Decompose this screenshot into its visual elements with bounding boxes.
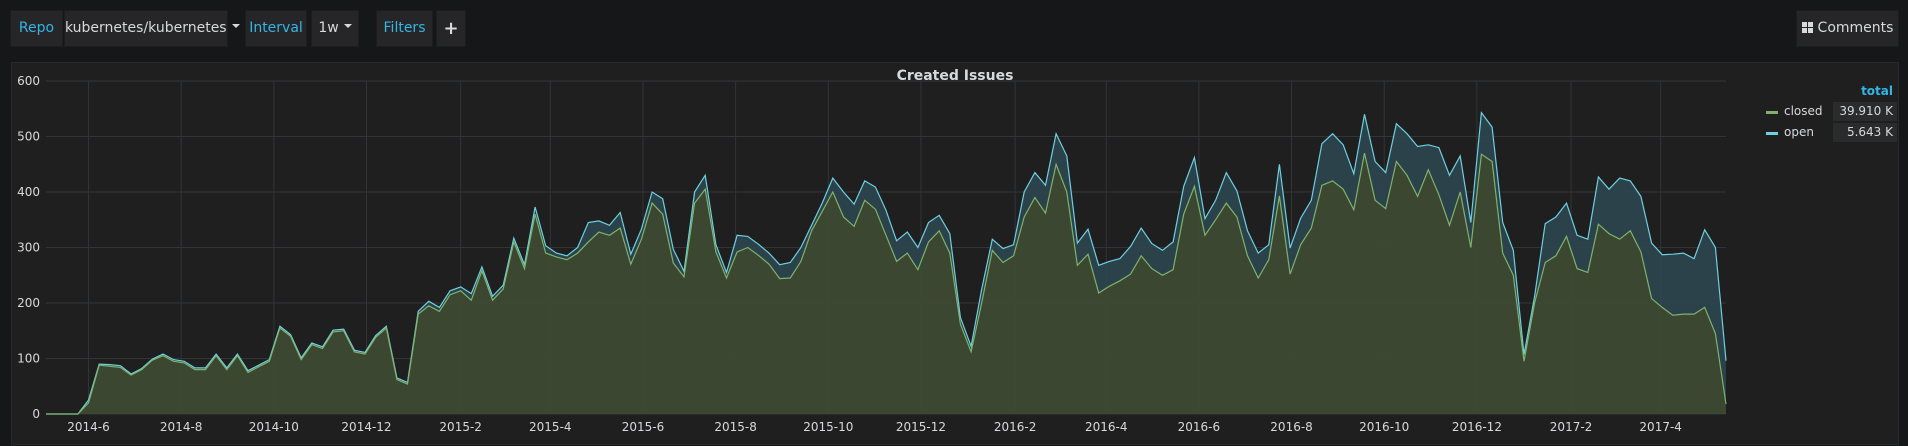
panel-title: Created Issues [896, 68, 1014, 84]
legend-total: 5.643 K [1833, 123, 1897, 142]
y-tick-label: 500 [17, 130, 40, 144]
comments-button[interactable]: Comments [1796, 10, 1899, 47]
y-tick-label: 400 [17, 185, 40, 199]
x-tick-label: 2015-12 [896, 420, 946, 434]
legend-name: open [1784, 125, 1814, 139]
legend-total: 39.910 K [1833, 102, 1897, 121]
caret-down-icon [231, 24, 240, 28]
filters-button[interactable]: Filters [376, 10, 433, 47]
legend-item-closed[interactable]: closed 39.910 K [1752, 101, 1897, 122]
x-tick-label: 2015-10 [803, 420, 853, 434]
x-tick-label: 2016-4 [1085, 420, 1128, 434]
dashboard-icon [1801, 21, 1813, 33]
y-tick-label: 300 [17, 241, 40, 255]
x-tick-label: 2016-8 [1270, 420, 1313, 434]
x-tick-label: 2015-6 [622, 420, 665, 434]
legend-name: closed [1784, 104, 1823, 118]
interval-select[interactable]: 1w [311, 10, 359, 47]
legend-item-open[interactable]: open 5.643 K [1752, 122, 1897, 143]
legend-header[interactable]: total [1861, 84, 1893, 98]
caret-down-icon [343, 24, 352, 28]
repo-value: kubernetes/kubernetes [65, 20, 227, 36]
x-tick-label: 2016-6 [1178, 420, 1221, 434]
x-tick-label: 2016-12 [1452, 420, 1502, 434]
x-tick-label: 2015-8 [714, 420, 757, 434]
x-tick-label: 2015-4 [529, 420, 572, 434]
interval-label: Interval [245, 10, 307, 47]
x-tick-label: 2017-2 [1550, 420, 1593, 434]
x-tick-label: 2014-10 [249, 420, 299, 434]
x-tick-label: 2015-2 [439, 420, 482, 434]
legend-swatch-closed [1766, 111, 1778, 114]
x-axis: 2014-6 2014-8 2014-10 2014-12 2015-2 2015-4 20… [67, 420, 1682, 434]
x-tick-label: 2017-4 [1639, 420, 1682, 434]
toolbar: Repo kubernetes/kubernetes Interval 1w F… [0, 0, 1908, 58]
repo-label: Repo [10, 10, 63, 47]
x-tick-label: 2014-6 [67, 420, 110, 434]
legend: total closed 39.910 K open 5.643 K [1752, 81, 1897, 143]
y-tick-label: 100 [17, 352, 40, 366]
x-tick-label: 2016-2 [994, 420, 1037, 434]
comments-label: Comments [1817, 20, 1894, 36]
repo-select[interactable]: kubernetes/kubernetes [64, 10, 240, 47]
interval-value: 1w [318, 20, 339, 36]
series-area-closed [46, 153, 1726, 414]
series-line-open [46, 110, 1727, 415]
y-tick-label: 0 [32, 407, 40, 421]
legend-swatch-open [1766, 132, 1778, 135]
add-filter-button[interactable]: + [436, 10, 466, 47]
x-tick-label: 2014-12 [341, 420, 391, 434]
chart-panel: Created Issues 0 100 200 300 400 500 600 2014-… [11, 62, 1899, 445]
y-tick-label: 200 [17, 296, 40, 310]
chart-areas [46, 110, 1727, 415]
x-tick-label: 2016-10 [1359, 420, 1409, 434]
y-axis: 0 100 200 300 400 500 600 [17, 74, 40, 421]
plus-icon: + [443, 18, 459, 39]
series-line-closed [46, 152, 1727, 415]
y-tick-label: 600 [17, 74, 40, 88]
x-tick-label: 2014-8 [160, 420, 203, 434]
